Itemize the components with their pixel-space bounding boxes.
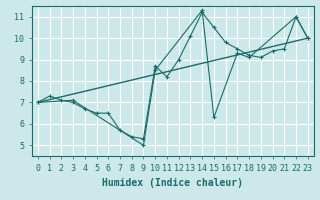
X-axis label: Humidex (Indice chaleur): Humidex (Indice chaleur) (102, 178, 243, 188)
